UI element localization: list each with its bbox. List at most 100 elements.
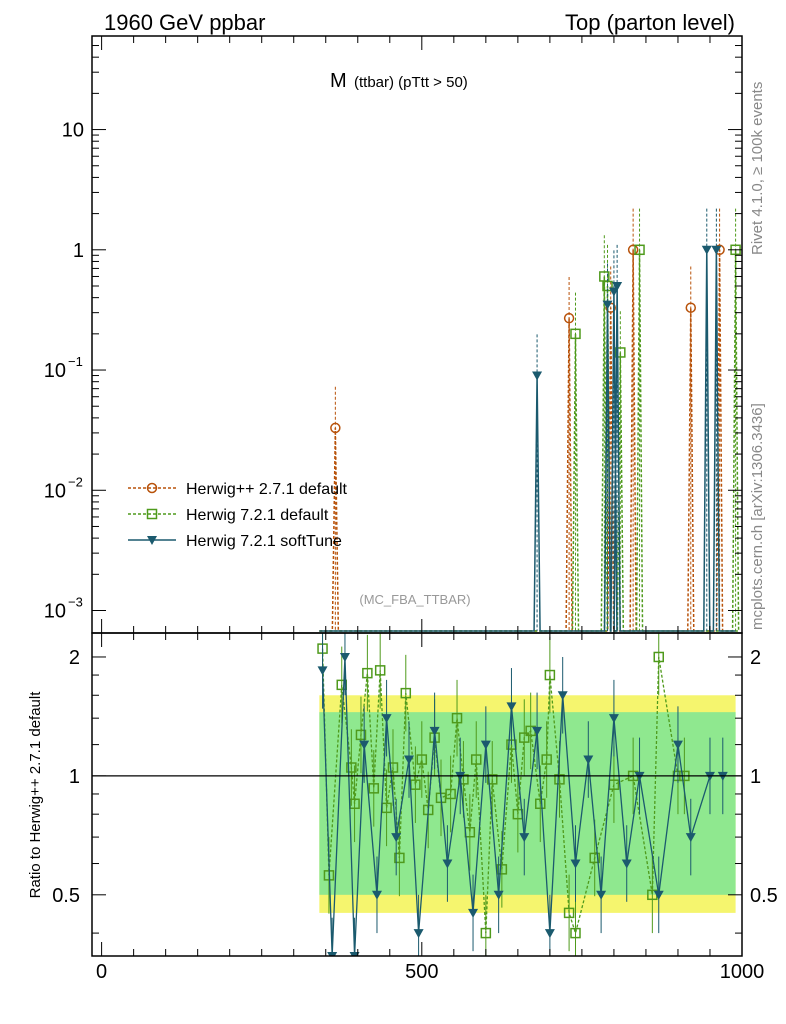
- ratio-0-point-5: [355, 729, 367, 741]
- ratio-tick-label-left: 2: [69, 647, 80, 669]
- ratio-y-axis-label: Ratio to Herwig++ 2.7.1 default: [27, 691, 44, 899]
- y-tick-label-exponent: −3: [68, 595, 83, 610]
- ratio-1-point-16: [506, 702, 517, 712]
- ratio-1-point-13: [468, 908, 479, 918]
- ratio-1-point-24: [608, 714, 619, 724]
- ratio-0-point-35: [570, 927, 581, 939]
- ratio-0-point-11: [394, 852, 405, 864]
- ratio-0-point-10: [387, 762, 399, 773]
- ratio-1-point-3: [349, 952, 360, 956]
- ratio-1-point-18: [532, 726, 543, 736]
- header-right-title: Top (parton level): [565, 10, 735, 35]
- ratio-0-point-23: [480, 927, 492, 939]
- ratio-0-point-28: [519, 732, 530, 743]
- ratio-0-point-31: [541, 754, 552, 765]
- series-2-point-1: [602, 300, 613, 310]
- y-tick-label-exponent: −2: [68, 474, 83, 489]
- ratio-1-point-7: [391, 833, 402, 843]
- series-2-point-0: [532, 371, 543, 381]
- ratio-0-point-22: [470, 754, 482, 765]
- ratio-0-point-30: [535, 798, 546, 810]
- ratio-1-point-15: [493, 890, 504, 900]
- ratio-0-point-32: [544, 669, 556, 681]
- series-2-point-2: [608, 287, 619, 297]
- ratio-1-point-21: [570, 859, 581, 869]
- series-0-point-3: [627, 244, 639, 256]
- series-1-point-4: [634, 244, 645, 256]
- legend-label-2: Herwig 7.2.1 softTune: [186, 533, 342, 550]
- series-2-point-3: [612, 281, 623, 291]
- series-2-point-4: [701, 245, 712, 255]
- plot-title-sub: (ttbar) (pTtt > 50): [354, 74, 468, 91]
- legend-marker-2: [147, 536, 157, 545]
- x-tick-label: 1000: [720, 961, 765, 983]
- legend-marker-1: [146, 508, 158, 520]
- analysis-label: (MC_FBA_TTBAR): [359, 592, 470, 607]
- y-tick-label-exponent: −1: [68, 354, 83, 369]
- ratio-1-point-8: [403, 755, 414, 765]
- series-line-0: [319, 249, 736, 632]
- ratio-1-point-27: [653, 890, 664, 900]
- ratio-0-point-12: [400, 687, 412, 699]
- ratio-1-point-20: [557, 691, 568, 701]
- series-1-point-0: [570, 328, 581, 340]
- legend-label-1: Herwig 7.2.1 default: [186, 507, 329, 524]
- series-0-point-1: [563, 312, 575, 324]
- ratio-1-point-5: [371, 890, 382, 900]
- ratio-panel-frame: [91, 632, 743, 957]
- y-tick-label: 10: [44, 360, 66, 382]
- ratio-1-point-4: [359, 740, 370, 750]
- ratio-0-point-6: [362, 667, 373, 679]
- ratio-tick-label-right: 2: [750, 647, 761, 669]
- ratio-0-point-34: [563, 907, 575, 919]
- ratio-0-point-33: [554, 774, 565, 785]
- ratio-tick-label-right: 1: [750, 766, 761, 788]
- x-tick-label: 0: [96, 961, 107, 983]
- ratio-0-point-3: [346, 762, 357, 773]
- ratio-0-point-40: [653, 651, 664, 663]
- ratio-1-point-2: [339, 652, 350, 662]
- ratio-1-point-10: [429, 726, 440, 736]
- y-tick-label: 10: [62, 120, 84, 142]
- ratio-1-point-6: [381, 714, 392, 724]
- ratio-0-point-7: [368, 783, 380, 794]
- ratio-1-point-22: [583, 755, 594, 765]
- ratio-1-point-14: [480, 740, 491, 750]
- series-line-1: [319, 249, 740, 632]
- plot-title-main: M: [330, 70, 347, 92]
- ratio-0-point-14: [416, 754, 428, 765]
- ratio-0-point-24: [486, 774, 498, 785]
- ratio-0-point-19: [451, 712, 463, 724]
- ratio-tick-label-left: 0.5: [52, 885, 80, 907]
- series-line-2: [319, 249, 736, 632]
- legend: Herwig++ 2.7.1 default Herwig 7.2.1 defau…: [128, 481, 348, 550]
- ratio-tick-label-right: 0.5: [750, 885, 778, 907]
- ratio-tick-label-left: 1: [69, 766, 80, 788]
- ratio-1-point-17: [519, 833, 530, 843]
- ratio-1-point-9: [413, 929, 424, 939]
- ratio-1-point-23: [596, 890, 607, 900]
- ratio-line-1: [321, 656, 723, 956]
- ratio-1-point-29: [685, 833, 696, 843]
- ratio-1-point-0: [317, 666, 328, 676]
- rivet-version-label: Rivet 4.1.0, ≥ 100k events: [749, 82, 766, 255]
- series-2-point-5: [711, 245, 722, 255]
- ratio-1-point-1: [327, 952, 338, 956]
- ratio-1-point-11: [442, 859, 453, 869]
- y-tick-label: 10: [44, 480, 66, 502]
- y-tick-label: 10: [44, 601, 66, 623]
- mcplots-citation-label: mcplots.cern.ch [arXiv:1306.3436]: [749, 403, 766, 630]
- legend-marker-0: [146, 482, 158, 494]
- header-left-title: 1960 GeV ppbar: [104, 10, 265, 35]
- ratio-0-point-25: [496, 864, 508, 875]
- ratio-0-point-36: [589, 852, 600, 864]
- y-tick-label: 1: [73, 240, 84, 262]
- main-panel-series: [319, 208, 741, 632]
- ratio-1-point-25: [621, 859, 632, 869]
- ratio-1-point-19: [544, 929, 555, 939]
- x-tick-label: 500: [405, 961, 438, 983]
- series-0-point-4: [685, 302, 697, 313]
- ratio-0-point-18: [445, 788, 456, 800]
